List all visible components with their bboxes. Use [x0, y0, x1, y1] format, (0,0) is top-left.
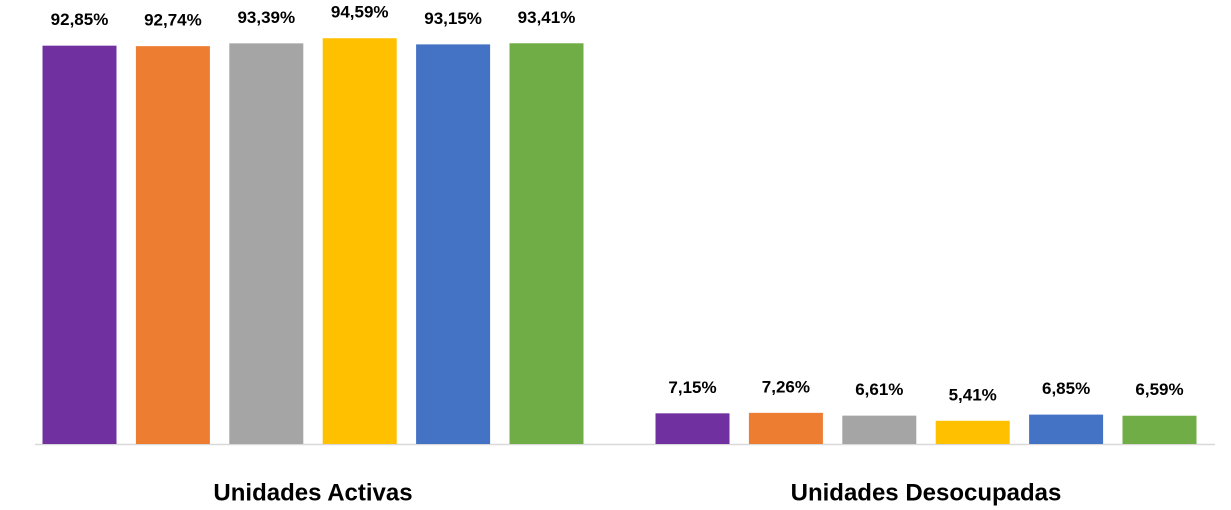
bar — [229, 43, 304, 444]
value-label: 93,41% — [518, 8, 576, 27]
bar — [416, 44, 491, 444]
value-label: 7,15% — [668, 378, 716, 397]
bar — [748, 412, 823, 444]
bar — [42, 45, 117, 445]
bar — [655, 413, 730, 444]
value-label: 6,61% — [855, 380, 903, 399]
bar — [1029, 414, 1104, 444]
bar — [935, 420, 1010, 444]
bar — [322, 38, 397, 445]
bar — [135, 46, 210, 445]
value-label: 93,15% — [424, 9, 482, 28]
value-label: 5,41% — [949, 385, 997, 404]
category-label: Unidades Activas — [213, 479, 412, 506]
value-label: 92,85% — [51, 10, 109, 29]
category-label: Unidades Desocupadas — [791, 479, 1062, 506]
bar — [842, 415, 917, 444]
value-label: 94,59% — [331, 3, 389, 22]
bar — [509, 43, 584, 445]
value-label: 93,39% — [237, 8, 295, 27]
value-label: 92,74% — [144, 11, 202, 30]
value-label: 6,59% — [1135, 380, 1183, 399]
value-label: 7,26% — [762, 377, 810, 396]
bar — [1122, 415, 1197, 444]
value-label: 6,85% — [1042, 379, 1090, 398]
